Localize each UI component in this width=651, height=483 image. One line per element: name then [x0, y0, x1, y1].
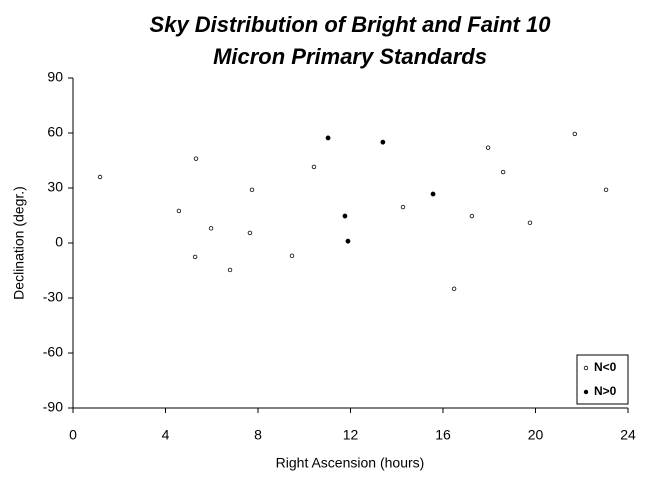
point [572, 131, 578, 137]
point [289, 253, 295, 259]
legend-marker [583, 365, 589, 371]
point [247, 230, 253, 236]
point [176, 208, 182, 214]
x-tick-label: 16 [435, 427, 451, 443]
legend-marker [583, 389, 589, 395]
y-axis-label: Declination (degr.) [11, 186, 27, 300]
point [325, 135, 331, 141]
legend-box [576, 354, 629, 405]
point [451, 286, 457, 292]
y-tick-label: 0 [55, 234, 63, 250]
y-tick-label: -60 [43, 344, 63, 360]
point [380, 139, 386, 145]
y-tick-label: -90 [43, 399, 63, 415]
point [193, 156, 199, 161]
chart-title: Sky Distribution of Bright and Faint 10 [150, 12, 552, 37]
y-tick-label: 30 [47, 179, 63, 195]
legend-label: N>0 [594, 384, 617, 398]
point [485, 145, 491, 150]
y-tick-label: 60 [47, 124, 63, 140]
point [469, 213, 475, 219]
x-tick-label: 8 [254, 427, 262, 443]
point [249, 187, 255, 193]
point [430, 191, 436, 197]
point [345, 238, 351, 244]
point [208, 226, 214, 231]
point [342, 213, 348, 219]
point [400, 204, 406, 210]
point [500, 169, 506, 175]
point [603, 187, 609, 193]
y-tick-label: -30 [43, 289, 63, 305]
y-tick-label: 90 [47, 69, 63, 85]
chart-title: Micron Primary Standards [213, 44, 487, 69]
x-tick-label: 20 [528, 427, 544, 443]
x-tick-label: 24 [620, 427, 636, 443]
x-tick-label: 12 [343, 427, 359, 443]
point [311, 164, 317, 170]
point [192, 254, 198, 260]
point [97, 174, 103, 180]
x-tick-label: 0 [69, 427, 77, 443]
point [527, 220, 533, 226]
point [227, 267, 233, 273]
x-tick-label: 4 [162, 427, 170, 443]
x-axis-label: Right Ascension (hours) [276, 455, 425, 471]
legend-label: N<0 [594, 360, 617, 374]
